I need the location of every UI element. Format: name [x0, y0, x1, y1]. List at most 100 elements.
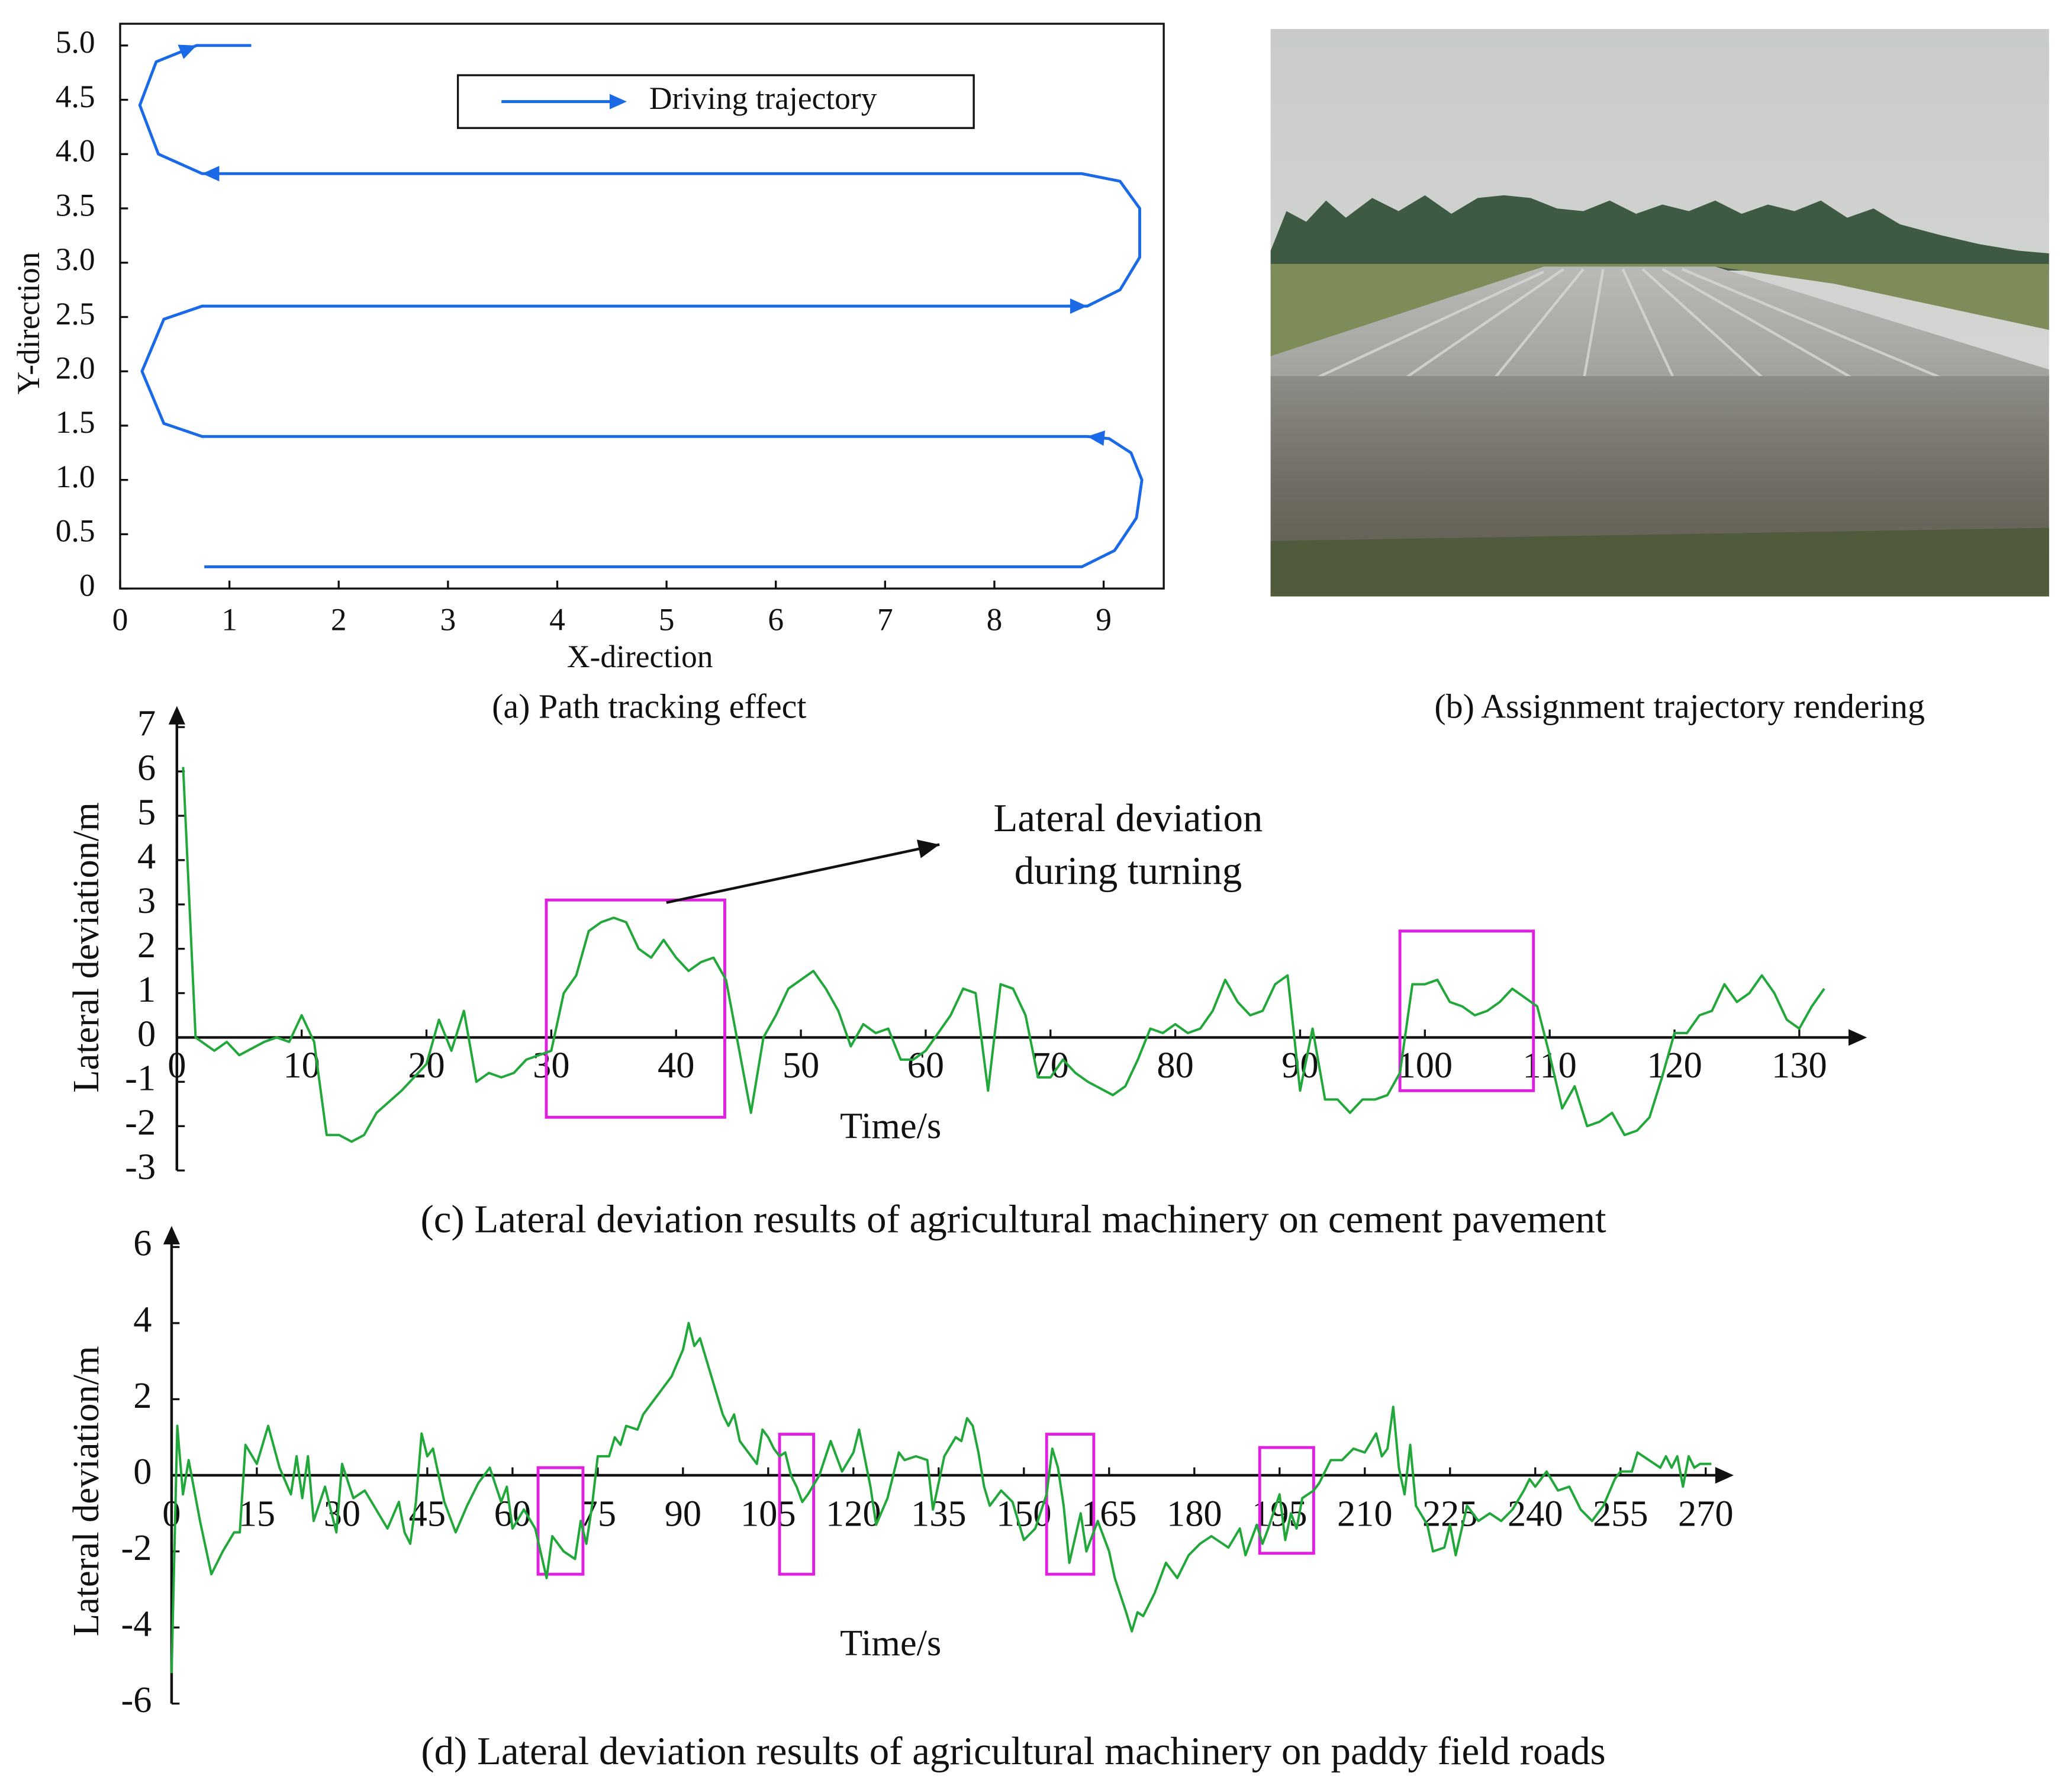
y-tick-label: 6 — [137, 747, 156, 788]
y-tick-label: 5.0 — [56, 24, 95, 60]
highlight-box — [1045, 1433, 1096, 1576]
x-tick-label: 90 — [1281, 1045, 1318, 1086]
x-tick-label: 8 — [987, 601, 1003, 637]
x-tick-label: 130 — [1772, 1045, 1827, 1086]
y-tick-label: 4.5 — [56, 79, 95, 114]
plot-frame — [119, 22, 1165, 590]
photo-field — [1270, 266, 2049, 396]
x-tick-label: 30 — [324, 1494, 360, 1534]
highlight-box — [545, 898, 726, 1119]
y-tick-label: 2 — [137, 925, 156, 966]
x-tick-label: 135 — [911, 1494, 967, 1534]
photo-caption: (b) Assignment trajectory rendering — [1434, 687, 1925, 726]
annotation-arrowhead — [916, 839, 940, 858]
data-line — [170, 1321, 1712, 1674]
highlight-box — [1258, 1446, 1315, 1555]
highlight-box — [778, 1433, 816, 1576]
y-axis-arrow — [168, 706, 185, 725]
x-tick-label: 240 — [1508, 1494, 1563, 1534]
x-tick-label: 90 — [665, 1494, 701, 1534]
annotation-arrow — [666, 843, 940, 904]
x-tick-label: 5 — [659, 601, 675, 637]
direction-arrow — [178, 44, 197, 59]
x-tick-label: 4 — [549, 601, 565, 637]
y-tick-label: 4 — [133, 1299, 152, 1340]
photo-treeline — [1270, 195, 2049, 271]
y-tick-label: 4.0 — [56, 133, 95, 169]
y-tick-label: -3 — [125, 1146, 156, 1187]
legend-label: Driving trajectory — [649, 81, 877, 116]
y-tick-label: 4 — [137, 836, 156, 877]
y-tick-label: 2 — [133, 1375, 152, 1416]
x-tick-label: 165 — [1081, 1494, 1137, 1534]
x-tick-label: 7 — [877, 601, 893, 637]
x-tick-label: 0 — [162, 1494, 181, 1534]
x-tick-label: 10 — [283, 1045, 320, 1086]
y-tick-label: -6 — [121, 1680, 152, 1720]
x-axis-label: X-direction — [567, 639, 713, 674]
y-tick-label: 1.0 — [56, 459, 95, 494]
y-axis-arrow — [163, 1225, 180, 1244]
data-line — [182, 767, 1825, 1143]
x-tick-label: 3 — [440, 601, 456, 637]
x-axis-arrow — [1715, 1466, 1734, 1484]
y-tick-label: 0 — [133, 1451, 152, 1492]
photo-rows — [1305, 268, 1953, 384]
y-tick-label: 3.0 — [56, 242, 95, 277]
y-tick-label: 0.5 — [56, 513, 95, 549]
highlight-box — [536, 1466, 585, 1576]
x-tick-label: 40 — [658, 1045, 694, 1086]
x-tick-label: 150 — [996, 1494, 1052, 1534]
y-tick-label: 7 — [137, 703, 156, 744]
data-line — [138, 44, 1144, 568]
x-tick-label: 50 — [782, 1045, 819, 1086]
y-tick-label: 2.0 — [56, 350, 95, 385]
x-tick-label: 105 — [740, 1494, 796, 1534]
x-axis-label: Time/s — [840, 1623, 941, 1664]
photo-foreground — [1270, 527, 2049, 597]
direction-arrow — [1070, 298, 1087, 314]
legend-arrow — [609, 94, 627, 110]
x-tick-label: 255 — [1593, 1494, 1648, 1534]
x-tick-label: 80 — [1157, 1045, 1193, 1086]
y-tick-label: 3 — [137, 880, 156, 921]
y-tick-label: -2 — [121, 1527, 152, 1568]
y-tick-label: 0 — [79, 567, 95, 603]
chart-caption: (c) Lateral deviation results of agricul… — [420, 1198, 1606, 1241]
y-tick-label: 3.5 — [56, 187, 95, 223]
y-tick-label: 1.5 — [56, 404, 95, 440]
y-tick-label: 1 — [137, 969, 156, 1010]
photo-grass — [1270, 263, 2049, 356]
y-tick-label: -1 — [125, 1058, 156, 1099]
x-tick-label: 0 — [112, 601, 128, 637]
x-tick-label: 1 — [221, 601, 237, 637]
x-tick-label: 6 — [768, 601, 784, 637]
direction-arrow — [1087, 430, 1106, 446]
y-tick-label: 2.5 — [56, 296, 95, 332]
y-tick-label: -2 — [125, 1102, 156, 1143]
y-axis-label: Lateral deviation/m — [66, 1346, 107, 1636]
chart-caption: (d) Lateral deviation results of agricul… — [421, 1729, 1605, 1773]
x-tick-label: 70 — [1032, 1045, 1069, 1086]
x-tick-label: 15 — [239, 1494, 275, 1534]
x-tick-label: 75 — [579, 1494, 616, 1534]
annotation: during turning — [1015, 849, 1242, 893]
highlight-box — [1398, 929, 1535, 1092]
x-tick-label: 2 — [331, 601, 347, 637]
x-axis-arrow — [1848, 1029, 1867, 1046]
y-tick-label: 6 — [133, 1223, 152, 1264]
y-tick-label: -4 — [121, 1603, 152, 1644]
x-tick-label: 180 — [1167, 1494, 1222, 1534]
y-tick-label: 0 — [137, 1014, 156, 1054]
x-tick-label: 120 — [1647, 1045, 1702, 1086]
chart-caption: (a) Path tracking effect — [492, 687, 806, 726]
annotation: Lateral deviation — [994, 796, 1263, 840]
photo: (b) Assignment trajectory rendering — [1270, 29, 2049, 726]
x-tick-label: 270 — [1678, 1494, 1734, 1534]
y-axis-label: Lateral deviation/m — [66, 802, 107, 1092]
x-tick-label: 0 — [168, 1045, 186, 1086]
y-axis-label: Y-direction — [11, 252, 46, 395]
x-tick-label: 210 — [1337, 1494, 1393, 1534]
